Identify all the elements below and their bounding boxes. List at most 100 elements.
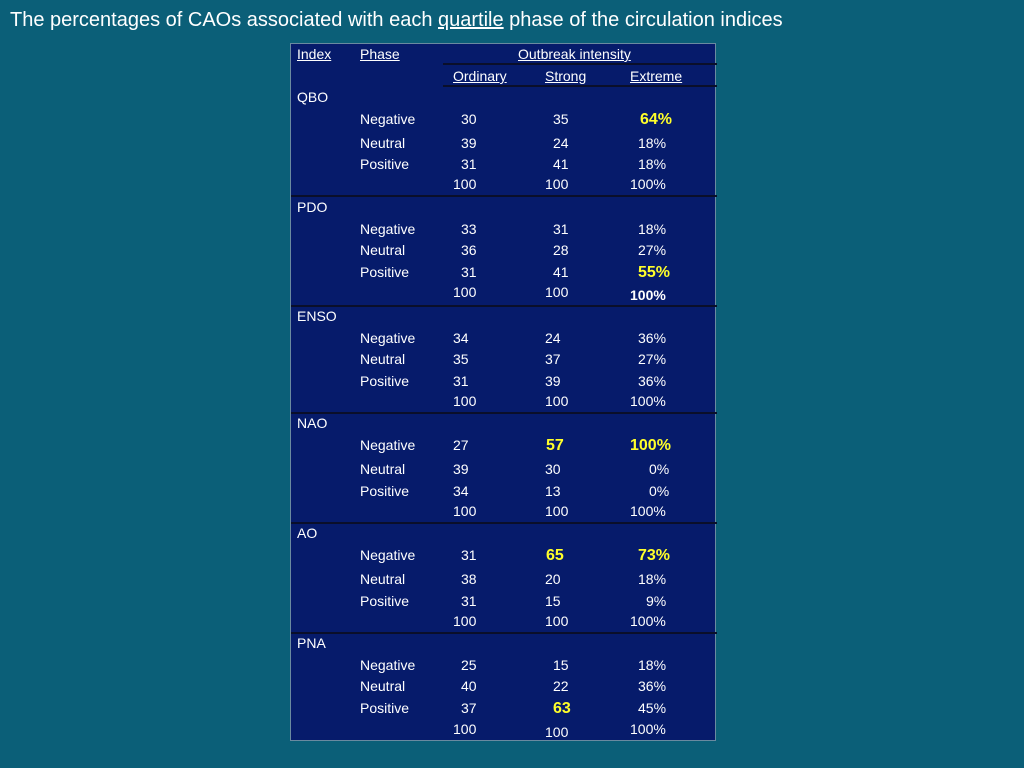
ordinary-value: 27 xyxy=(453,437,469,453)
extreme-value: 18% xyxy=(638,135,667,151)
total-ordinary: 100 xyxy=(453,176,477,192)
total-extreme: 100% xyxy=(630,613,666,629)
ordinary-value: 39 xyxy=(461,135,477,151)
extreme-value: 0% xyxy=(649,483,670,499)
header-rule-2 xyxy=(443,85,717,87)
phase-label: Neutral xyxy=(360,242,406,258)
phase-label: Positive xyxy=(360,264,410,280)
phase-label: Negative xyxy=(360,547,416,563)
extreme-value-highlight: 55% xyxy=(638,264,671,281)
total-extreme: 100% xyxy=(630,287,666,303)
strong-value: 15 xyxy=(553,657,569,673)
total-strong: 100 xyxy=(545,393,569,409)
slide-title: The percentages of CAOs associated with … xyxy=(10,9,783,32)
extreme-value: 36% xyxy=(638,330,667,346)
strong-value: 15 xyxy=(545,593,561,609)
extreme-value: 9% xyxy=(646,593,667,609)
phase-label: Negative xyxy=(360,111,416,127)
total-ordinary: 100 xyxy=(453,613,477,629)
extreme-value: 18% xyxy=(638,156,667,172)
strong-value: 20 xyxy=(545,571,561,587)
header-outbreak-intensity: Outbreak intensity xyxy=(518,46,631,62)
ordinary-value: 34 xyxy=(453,483,469,499)
ordinary-value: 31 xyxy=(461,547,477,563)
ordinary-value: 31 xyxy=(453,373,469,389)
phase-label: Positive xyxy=(360,373,410,389)
phase-label: Positive xyxy=(360,700,410,716)
group-divider xyxy=(291,632,717,634)
phase-label: Negative xyxy=(360,437,416,453)
ordinary-value: 34 xyxy=(453,330,469,346)
title-underlined-word: quartile xyxy=(438,9,504,31)
extreme-value-highlight: 73% xyxy=(638,547,671,564)
strong-value: 22 xyxy=(553,678,569,694)
ordinary-value: 40 xyxy=(461,678,477,694)
index-label-nao: NAO xyxy=(297,415,328,431)
total-ordinary: 100 xyxy=(453,284,477,300)
total-ordinary: 100 xyxy=(453,721,477,737)
phase-label: Neutral xyxy=(360,678,406,694)
header-index: Index xyxy=(297,46,332,62)
extreme-value-highlight: 100% xyxy=(630,437,671,454)
phase-label: Negative xyxy=(360,330,416,346)
extreme-value: 0% xyxy=(649,461,670,477)
extreme-value: 36% xyxy=(638,678,667,694)
strong-value: 24 xyxy=(553,135,569,151)
extreme-value: 45% xyxy=(638,700,667,716)
total-extreme: 100% xyxy=(630,393,666,409)
ordinary-value: 25 xyxy=(461,657,477,673)
group-divider xyxy=(291,522,717,524)
strong-value: 24 xyxy=(545,330,561,346)
strong-value: 28 xyxy=(553,242,569,258)
ordinary-value: 35 xyxy=(453,351,469,367)
strong-value-highlight: 65 xyxy=(546,547,564,564)
header-phase: Phase xyxy=(360,46,400,62)
strong-value: 30 xyxy=(545,461,561,477)
phase-label: Neutral xyxy=(360,461,406,477)
extreme-value: 27% xyxy=(638,351,667,367)
ordinary-value: 38 xyxy=(461,571,477,587)
total-ordinary: 100 xyxy=(453,503,477,519)
extreme-value: 36% xyxy=(638,373,667,389)
header-ordinary: Ordinary xyxy=(453,68,507,84)
extreme-value: 27% xyxy=(638,242,667,258)
ordinary-value: 31 xyxy=(461,264,477,280)
index-label-ao: AO xyxy=(297,525,318,541)
ordinary-value: 36 xyxy=(461,242,477,258)
phase-label: Positive xyxy=(360,483,410,499)
strong-value: 39 xyxy=(545,373,561,389)
header-rule-1 xyxy=(443,63,717,65)
header-extreme: Extreme xyxy=(630,68,683,84)
phase-label: Positive xyxy=(360,156,410,172)
strong-value-highlight: 57 xyxy=(546,437,564,454)
index-label-pdo: PDO xyxy=(297,199,328,215)
total-extreme: 100% xyxy=(630,176,666,192)
phase-label: Neutral xyxy=(360,135,406,151)
phase-label: Positive xyxy=(360,593,410,609)
total-strong: 100 xyxy=(545,503,569,519)
extreme-value: 18% xyxy=(638,657,667,673)
index-label-enso: ENSO xyxy=(297,308,337,324)
total-extreme: 100% xyxy=(630,721,666,737)
ordinary-value: 31 xyxy=(461,593,477,609)
phase-label: Neutral xyxy=(360,351,406,367)
total-strong: 100 xyxy=(545,613,569,629)
extreme-value: 18% xyxy=(638,571,667,587)
ordinary-value: 39 xyxy=(453,461,469,477)
extreme-value: 18% xyxy=(638,221,667,237)
strong-value: 41 xyxy=(553,264,569,280)
ordinary-value: 33 xyxy=(461,221,477,237)
header-strong: Strong xyxy=(545,68,587,84)
phase-label: Negative xyxy=(360,221,416,237)
strong-value-highlight: 63 xyxy=(553,700,571,717)
total-strong: 100 xyxy=(545,724,569,740)
index-label-pna: PNA xyxy=(297,635,326,651)
total-extreme: 100% xyxy=(630,503,666,519)
phase-label: Neutral xyxy=(360,571,406,587)
extreme-value-highlight: 64% xyxy=(640,111,673,128)
total-strong: 100 xyxy=(545,284,569,300)
strong-value: 35 xyxy=(553,111,569,127)
strong-value: 31 xyxy=(553,221,569,237)
group-divider xyxy=(291,195,717,197)
strong-value: 37 xyxy=(545,351,561,367)
